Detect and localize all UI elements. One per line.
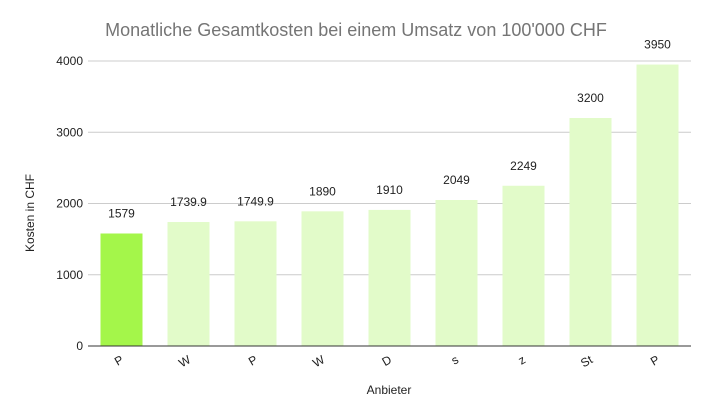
data-label: 1749.9 bbox=[237, 194, 274, 208]
data-label: 3200 bbox=[577, 91, 604, 105]
y-tick-label: 2000 bbox=[56, 197, 83, 211]
x-tick-label: P bbox=[246, 352, 260, 368]
bar bbox=[301, 211, 344, 346]
x-axis-title: Anbieter bbox=[367, 383, 412, 397]
x-tick-label: z bbox=[516, 352, 528, 367]
y-axis-title: Kosten in CHF bbox=[23, 174, 37, 252]
chart-title: Monatliche Gesamtkosten bei einem Umsatz… bbox=[105, 20, 607, 40]
data-labels: 1579 1739.9 1749.9 1890 1910 2049 2249 3200 3950 bbox=[108, 38, 671, 221]
bar bbox=[100, 233, 143, 346]
y-tick-label: 0 bbox=[76, 339, 83, 353]
bar bbox=[569, 118, 612, 346]
bars bbox=[100, 64, 679, 346]
x-tick-label: W bbox=[176, 352, 193, 370]
bar bbox=[234, 221, 277, 346]
data-label: 1890 bbox=[309, 184, 336, 198]
y-tick-label: 1000 bbox=[56, 268, 83, 282]
bar bbox=[435, 200, 478, 346]
bar bbox=[167, 222, 210, 346]
x-tick-label: P bbox=[648, 352, 662, 368]
x-tick-label: P bbox=[112, 352, 126, 368]
x-tick-label: D bbox=[379, 352, 394, 369]
y-tick-label: 3000 bbox=[56, 125, 83, 139]
x-tick-label: St bbox=[578, 352, 595, 370]
data-label: 2249 bbox=[510, 159, 537, 173]
x-tick-label: s bbox=[449, 352, 461, 367]
bar bbox=[502, 185, 545, 346]
data-label: 2049 bbox=[443, 173, 470, 187]
y-tick-label: 4000 bbox=[56, 54, 83, 68]
data-label: 1579 bbox=[108, 206, 135, 220]
bar bbox=[368, 209, 411, 346]
x-tick-label: W bbox=[310, 352, 327, 370]
y-axis-ticks: 0 1000 2000 3000 4000 bbox=[56, 54, 83, 353]
bar bbox=[636, 64, 679, 346]
data-label: 3950 bbox=[644, 38, 671, 52]
data-label: 1910 bbox=[376, 183, 403, 197]
data-label: 1739.9 bbox=[170, 195, 207, 209]
